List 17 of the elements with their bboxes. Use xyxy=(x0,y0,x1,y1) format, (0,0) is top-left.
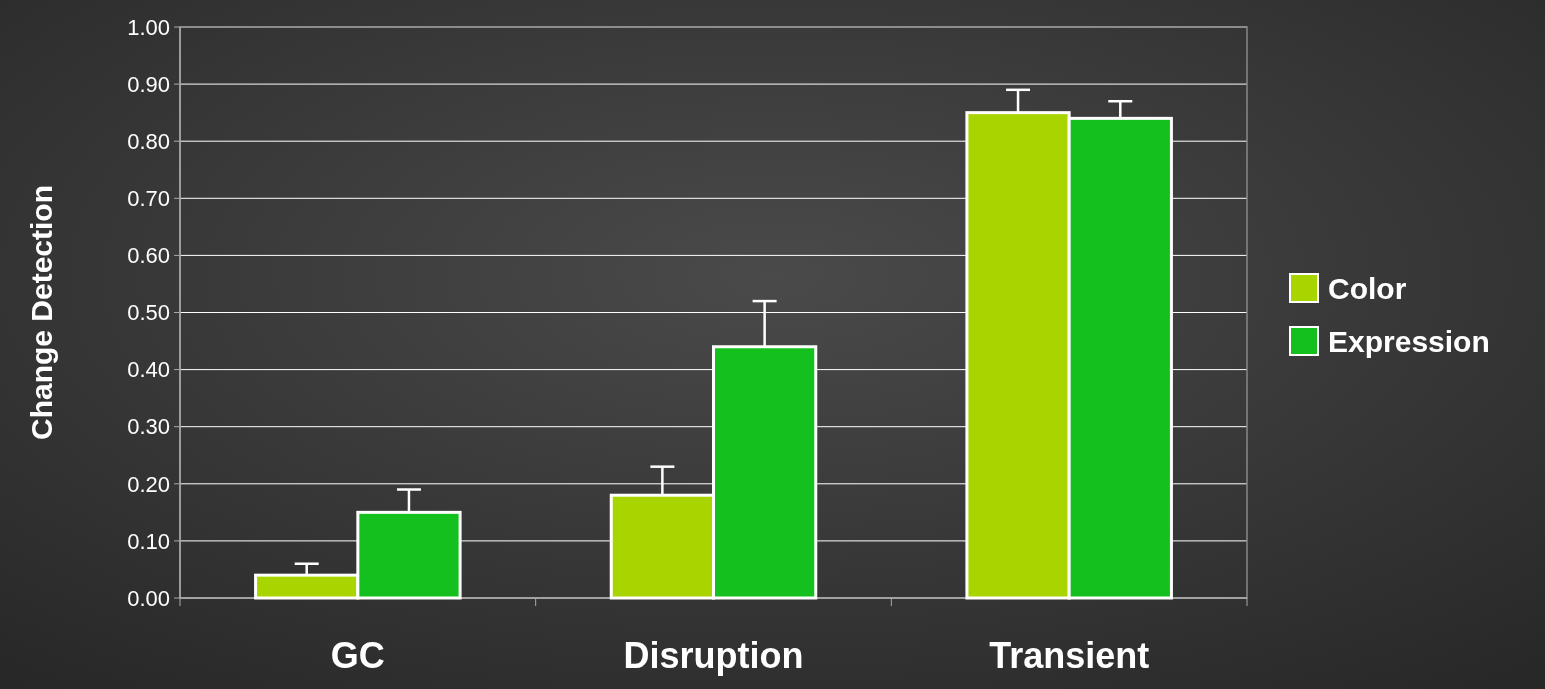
y-axis-title: Change Detection xyxy=(25,184,58,441)
y-tick-label: 0.30 xyxy=(127,414,170,440)
y-tick-label: 0.80 xyxy=(127,128,170,154)
y-tick-label: 0.60 xyxy=(127,243,170,269)
x-tick-label: GC xyxy=(330,635,385,676)
y-tick-label: 0.90 xyxy=(127,71,170,97)
y-tick-label: 0.20 xyxy=(127,471,170,497)
y-tick-label: 1.00 xyxy=(127,14,170,40)
x-tick-label: Transient xyxy=(989,635,1150,676)
y-tick-label: 0.50 xyxy=(127,300,170,326)
y-tick-label: 0.40 xyxy=(127,357,170,383)
y-tick-label: 0.00 xyxy=(127,585,170,611)
y-tick-label: 0.10 xyxy=(127,528,170,554)
x-tick-label: Disruption xyxy=(623,635,804,676)
legend-label: Color xyxy=(1328,271,1407,305)
legend-label: Expression xyxy=(1328,324,1490,358)
y-tick-label: 0.70 xyxy=(127,186,170,211)
